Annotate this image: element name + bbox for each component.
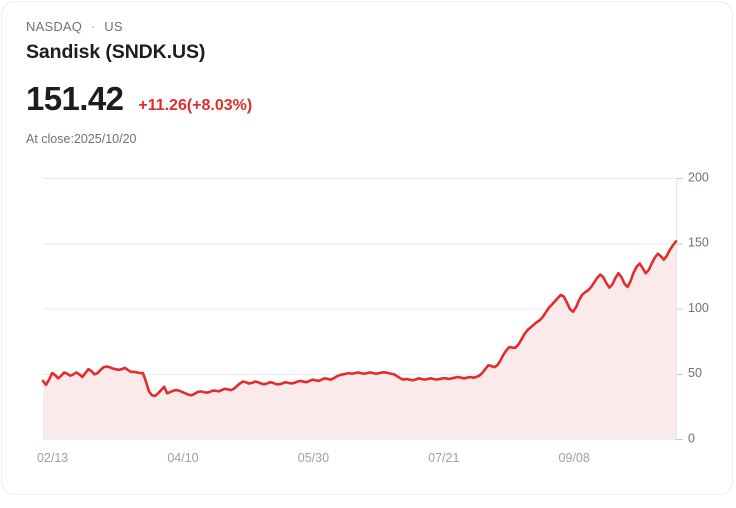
y-axis-tick-label: 200 <box>688 170 709 184</box>
exchange-label: NASDAQ <box>26 19 83 34</box>
x-axis-tick-label: 02/13 <box>37 451 68 465</box>
separator-dot: · <box>90 19 96 34</box>
price-chart[interactable]: 0 50 100 150 200 02/13 04/10 05/30 07/21 09/08 <box>2 162 733 482</box>
x-axis-tick-label: 09/08 <box>559 451 590 465</box>
x-axis-tick-label: 04/10 <box>167 451 198 465</box>
series-line <box>41 240 678 398</box>
page-title: Sandisk (SNDK.US) <box>26 41 206 63</box>
price-chart-svg[interactable]: 0 50 100 150 200 02/13 04/10 05/30 07/21 09/08 <box>2 162 733 482</box>
exchange-row: NASDAQ · US <box>26 18 708 35</box>
price-row: 151.42 +11.26(+8.03%) <box>26 81 708 117</box>
y-axis-tick-label: 100 <box>688 301 709 315</box>
x-axis-tick-label: 05/30 <box>298 451 329 465</box>
chart-line-series <box>41 240 678 398</box>
y-axis-tick-label: 50 <box>688 366 702 380</box>
x-axis-tick-label: 07/21 <box>428 451 459 465</box>
last-price: 151.42 <box>26 80 124 117</box>
price-change: +11.26(+8.03%) <box>138 97 253 114</box>
x-axis-labels: 02/13 04/10 05/30 07/21 09/08 <box>37 451 590 465</box>
region-label: US <box>104 19 123 34</box>
y-axis-tick-label: 150 <box>688 236 709 250</box>
close-timestamp: At close:2025/10/20 <box>26 132 137 146</box>
series-area-fill <box>43 241 676 439</box>
quote-header: NASDAQ · US Sandisk (SNDK.US) 151.42 +11… <box>26 18 708 147</box>
y-axis-tick-label: 0 <box>688 431 695 445</box>
y-axis-labels: 0 50 100 150 200 <box>688 170 709 445</box>
chart-area-fill <box>43 241 676 439</box>
stock-quote-card: NASDAQ · US Sandisk (SNDK.US) 151.42 +11… <box>1 1 733 495</box>
